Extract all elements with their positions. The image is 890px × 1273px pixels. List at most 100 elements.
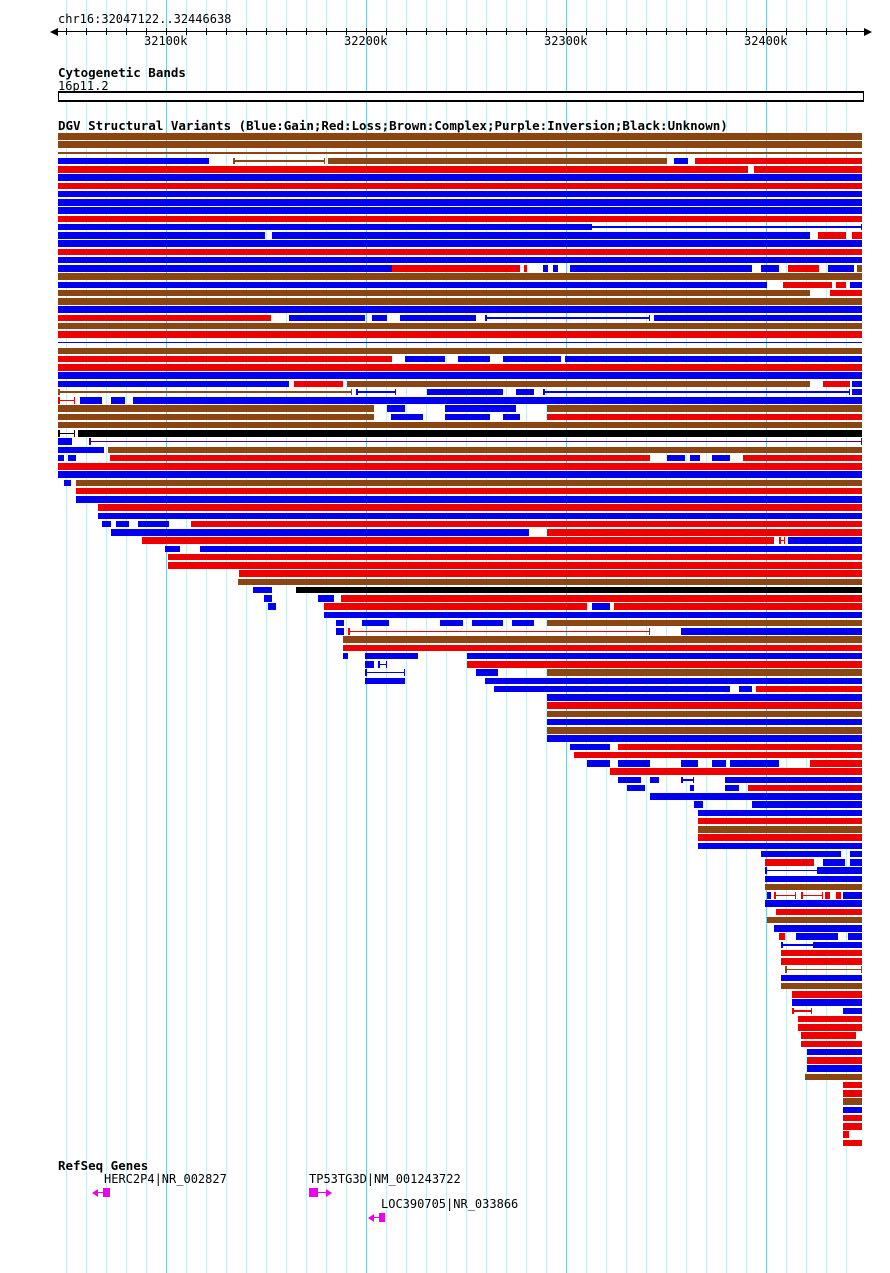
variant-whisker-line[interactable] (58, 391, 352, 393)
variant-segment[interactable] (765, 883, 862, 891)
variant-segment[interactable] (58, 347, 862, 354)
variant-segment[interactable] (58, 438, 72, 445)
variant-whisker-line[interactable] (792, 1010, 812, 1012)
variant-segment[interactable] (848, 933, 862, 940)
variant-segment[interactable] (805, 1073, 862, 1080)
variant-segment[interactable] (843, 892, 862, 899)
variant-segment[interactable] (743, 454, 862, 462)
variant-whisker-line[interactable] (58, 152, 862, 154)
variant-segment[interactable] (58, 446, 104, 453)
variant-segment[interactable] (142, 537, 774, 544)
variant-segment[interactable] (739, 685, 752, 693)
variant-segment[interactable] (725, 784, 739, 792)
variant-segment[interactable] (818, 232, 846, 239)
variant-whisker-line[interactable] (378, 663, 387, 665)
gene-exon-box[interactable] (103, 1188, 110, 1197)
variant-segment[interactable] (796, 933, 838, 940)
variant-segment[interactable] (695, 157, 862, 165)
variant-segment[interactable] (618, 760, 650, 767)
variant-segment[interactable] (58, 215, 862, 222)
variant-segment[interactable] (807, 1065, 862, 1072)
variant-segment[interactable] (788, 537, 862, 544)
variant-segment[interactable] (98, 504, 862, 511)
variant-segment[interactable] (836, 281, 846, 288)
variant-segment[interactable] (58, 190, 862, 198)
variant-segment[interactable] (328, 157, 667, 165)
variant-whisker-line[interactable] (233, 160, 325, 162)
variant-segment[interactable] (823, 859, 845, 866)
variant-segment[interactable] (365, 677, 405, 684)
variant-segment[interactable] (78, 430, 862, 437)
variant-segment[interactable] (111, 397, 125, 404)
variant-segment[interactable] (503, 355, 561, 363)
variant-segment[interactable] (698, 817, 862, 825)
variant-segment[interactable] (324, 611, 862, 618)
variant-segment[interactable] (58, 355, 392, 363)
variant-segment[interactable] (58, 413, 374, 420)
variant-whisker-line[interactable] (785, 968, 862, 971)
variant-segment[interactable] (239, 570, 862, 577)
variant-segment[interactable] (392, 265, 520, 272)
variant-whisker-line[interactable] (348, 630, 650, 632)
variant-segment[interactable] (694, 801, 703, 808)
variant-segment[interactable] (253, 586, 272, 594)
variant-segment[interactable] (843, 1090, 862, 1097)
variant-segment[interactable] (58, 405, 374, 412)
variant-whisker-line[interactable] (543, 391, 850, 393)
variant-segment[interactable] (58, 306, 862, 313)
variant-whisker-line[interactable] (356, 391, 396, 393)
variant-segment[interactable] (843, 1081, 862, 1089)
variant-segment[interactable] (58, 133, 862, 140)
variant-segment[interactable] (627, 784, 645, 792)
variant-segment[interactable] (324, 603, 587, 610)
variant-segment[interactable] (810, 760, 862, 767)
variant-segment[interactable] (547, 710, 862, 717)
gene-exon-box[interactable] (379, 1213, 385, 1222)
variant-segment[interactable] (58, 364, 862, 371)
variant-segment[interactable] (547, 735, 862, 742)
variant-whisker-line[interactable] (774, 894, 796, 896)
variant-segment[interactable] (792, 999, 862, 1006)
variant-segment[interactable] (765, 875, 862, 882)
variant-segment[interactable] (788, 265, 819, 272)
variant-segment[interactable] (58, 265, 392, 272)
variant-segment[interactable] (698, 826, 862, 833)
variant-segment[interactable] (781, 949, 862, 957)
variant-segment[interactable] (618, 743, 862, 750)
variant-segment[interactable] (754, 166, 862, 173)
variant-segment[interactable] (783, 281, 832, 288)
variant-segment[interactable] (138, 520, 169, 528)
variant-segment[interactable] (850, 859, 862, 866)
variant-segment[interactable] (681, 628, 862, 635)
variant-segment[interactable] (547, 529, 862, 536)
variant-segment[interactable] (362, 619, 389, 627)
variant-segment[interactable] (843, 1106, 862, 1113)
variant-segment[interactable] (58, 223, 590, 231)
variant-segment[interactable] (543, 265, 548, 272)
variant-segment[interactable] (458, 355, 490, 363)
variant-segment[interactable] (818, 867, 862, 874)
variant-segment[interactable] (767, 916, 862, 924)
variant-segment[interactable] (781, 974, 862, 981)
variant-segment[interactable] (814, 941, 862, 948)
variant-segment[interactable] (58, 372, 862, 379)
variant-segment[interactable] (830, 289, 862, 297)
variant-segment[interactable] (807, 1057, 862, 1064)
variant-segment[interactable] (748, 784, 862, 792)
variant-segment[interactable] (372, 314, 387, 321)
variant-segment[interactable] (191, 520, 862, 528)
variant-segment[interactable] (825, 892, 830, 899)
variant-segment[interactable] (58, 256, 862, 264)
variant-segment[interactable] (843, 1123, 862, 1130)
variant-whisker-line[interactable] (58, 341, 862, 344)
variant-segment[interactable] (58, 281, 767, 288)
variant-segment[interactable] (80, 397, 102, 404)
variant-segment[interactable] (843, 1007, 862, 1014)
variant-segment[interactable] (761, 850, 841, 858)
variant-segment[interactable] (792, 991, 862, 998)
variant-segment[interactable] (503, 413, 520, 420)
variant-segment[interactable] (843, 1139, 862, 1146)
variant-segment[interactable] (843, 1114, 862, 1122)
variant-segment[interactable] (650, 776, 659, 783)
variant-segment[interactable] (574, 751, 862, 759)
